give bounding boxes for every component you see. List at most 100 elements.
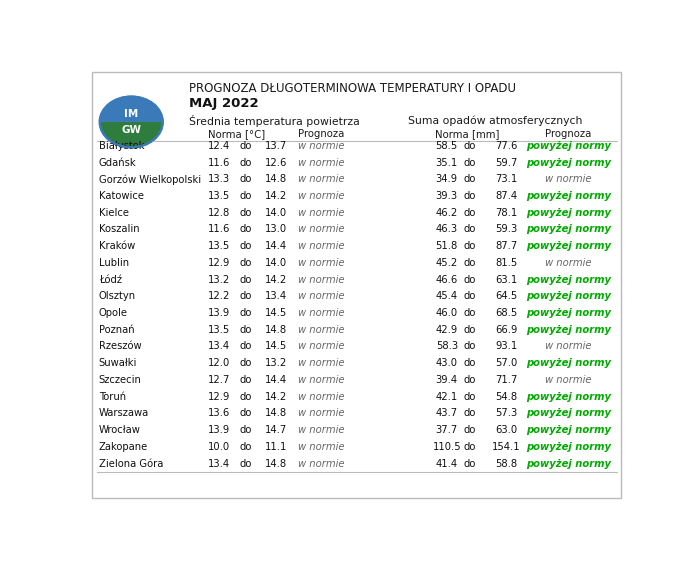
Bar — [97, 305, 617, 321]
Text: do: do — [464, 241, 476, 251]
Text: 46.0: 46.0 — [436, 308, 458, 318]
Text: w normie: w normie — [299, 341, 345, 351]
Text: 46.3: 46.3 — [436, 224, 458, 235]
Text: 14.8: 14.8 — [264, 408, 287, 418]
Text: do: do — [464, 208, 476, 218]
Text: 14.7: 14.7 — [264, 425, 287, 435]
Text: 13.4: 13.4 — [208, 341, 230, 351]
Circle shape — [100, 97, 162, 147]
Text: 11.1: 11.1 — [264, 442, 287, 452]
Text: w normie: w normie — [299, 292, 345, 301]
Bar — [97, 405, 617, 422]
Text: 37.7: 37.7 — [436, 425, 458, 435]
Text: 12.9: 12.9 — [208, 391, 230, 402]
Text: do: do — [464, 408, 476, 418]
Text: do: do — [464, 425, 476, 435]
Text: 11.6: 11.6 — [208, 157, 230, 168]
Text: 54.8: 54.8 — [496, 391, 518, 402]
Text: IM: IM — [124, 109, 139, 119]
Text: do: do — [240, 141, 253, 151]
Text: w normie: w normie — [299, 459, 345, 469]
Text: w normie: w normie — [299, 442, 345, 452]
Text: 13.4: 13.4 — [264, 292, 287, 301]
Text: w normie: w normie — [299, 174, 345, 184]
Text: 14.5: 14.5 — [264, 341, 287, 351]
Text: 14.8: 14.8 — [264, 174, 287, 184]
Text: 71.7: 71.7 — [496, 375, 518, 385]
Text: powyżej normy: powyżej normy — [526, 408, 611, 418]
Text: 14.2: 14.2 — [264, 391, 287, 402]
Text: w normie: w normie — [299, 241, 345, 251]
Text: do: do — [240, 459, 253, 469]
Text: w normie: w normie — [299, 325, 345, 335]
Text: w normie: w normie — [299, 358, 345, 368]
Text: 13.5: 13.5 — [208, 325, 230, 335]
Text: w normie: w normie — [299, 191, 345, 201]
Text: 14.0: 14.0 — [264, 258, 287, 268]
Text: w normie: w normie — [299, 224, 345, 235]
Text: 41.4: 41.4 — [436, 459, 458, 469]
Text: 57.0: 57.0 — [496, 358, 518, 368]
Text: Łódź: Łódź — [99, 275, 122, 285]
Text: 87.4: 87.4 — [496, 191, 518, 201]
Text: Warszawa: Warszawa — [99, 408, 149, 418]
Text: Norma [mm]: Norma [mm] — [435, 129, 500, 139]
Text: 14.0: 14.0 — [264, 208, 287, 218]
Text: 13.2: 13.2 — [208, 275, 230, 285]
Text: w normie: w normie — [299, 425, 345, 435]
Text: do: do — [240, 208, 253, 218]
Text: powyżej normy: powyżej normy — [526, 224, 611, 235]
Text: 58.8: 58.8 — [496, 459, 518, 469]
Text: 110.5: 110.5 — [432, 442, 461, 452]
Text: 51.8: 51.8 — [436, 241, 458, 251]
Text: do: do — [464, 459, 476, 469]
Text: 13.6: 13.6 — [208, 408, 230, 418]
Text: do: do — [464, 391, 476, 402]
Text: 59.7: 59.7 — [496, 157, 518, 168]
Text: do: do — [240, 375, 253, 385]
Text: do: do — [464, 191, 476, 201]
Text: 11.6: 11.6 — [208, 224, 230, 235]
Text: do: do — [240, 224, 253, 235]
Wedge shape — [100, 122, 163, 147]
Text: do: do — [464, 141, 476, 151]
Text: powyżej normy: powyżej normy — [526, 191, 611, 201]
Bar — [97, 138, 617, 154]
Text: Opole: Opole — [99, 308, 128, 318]
Text: Białystok: Białystok — [99, 141, 144, 151]
Text: 13.7: 13.7 — [264, 141, 287, 151]
Text: Katowice: Katowice — [99, 191, 144, 201]
Text: Poznań: Poznań — [99, 325, 134, 335]
Text: do: do — [240, 442, 253, 452]
Text: 64.5: 64.5 — [496, 292, 518, 301]
Text: 45.4: 45.4 — [436, 292, 458, 301]
Text: do: do — [464, 325, 476, 335]
Text: 14.8: 14.8 — [264, 325, 287, 335]
Text: do: do — [464, 308, 476, 318]
Text: Suma opadów atmosferycznych: Suma opadów atmosferycznych — [408, 116, 583, 126]
Text: 13.4: 13.4 — [208, 459, 230, 469]
Text: 12.0: 12.0 — [208, 358, 230, 368]
Text: 42.9: 42.9 — [436, 325, 458, 335]
Text: 14.2: 14.2 — [264, 191, 287, 201]
Text: w normie: w normie — [546, 174, 592, 184]
Text: 63.0: 63.0 — [496, 425, 518, 435]
Text: do: do — [464, 275, 476, 285]
Text: 12.8: 12.8 — [208, 208, 230, 218]
Text: 43.7: 43.7 — [436, 408, 458, 418]
Bar — [97, 338, 617, 355]
Text: powyżej normy: powyżej normy — [526, 141, 611, 151]
Text: 77.6: 77.6 — [496, 141, 518, 151]
Text: 87.7: 87.7 — [496, 241, 518, 251]
Text: do: do — [240, 292, 253, 301]
Text: w normie: w normie — [546, 258, 592, 268]
Text: 12.6: 12.6 — [264, 157, 287, 168]
Text: powyżej normy: powyżej normy — [526, 442, 611, 452]
Text: powyżej normy: powyżej normy — [526, 308, 611, 318]
Text: 43.0: 43.0 — [436, 358, 458, 368]
Text: do: do — [240, 157, 253, 168]
Text: 13.5: 13.5 — [208, 241, 230, 251]
Text: do: do — [240, 308, 253, 318]
Text: 35.1: 35.1 — [436, 157, 458, 168]
Text: 73.1: 73.1 — [496, 174, 518, 184]
